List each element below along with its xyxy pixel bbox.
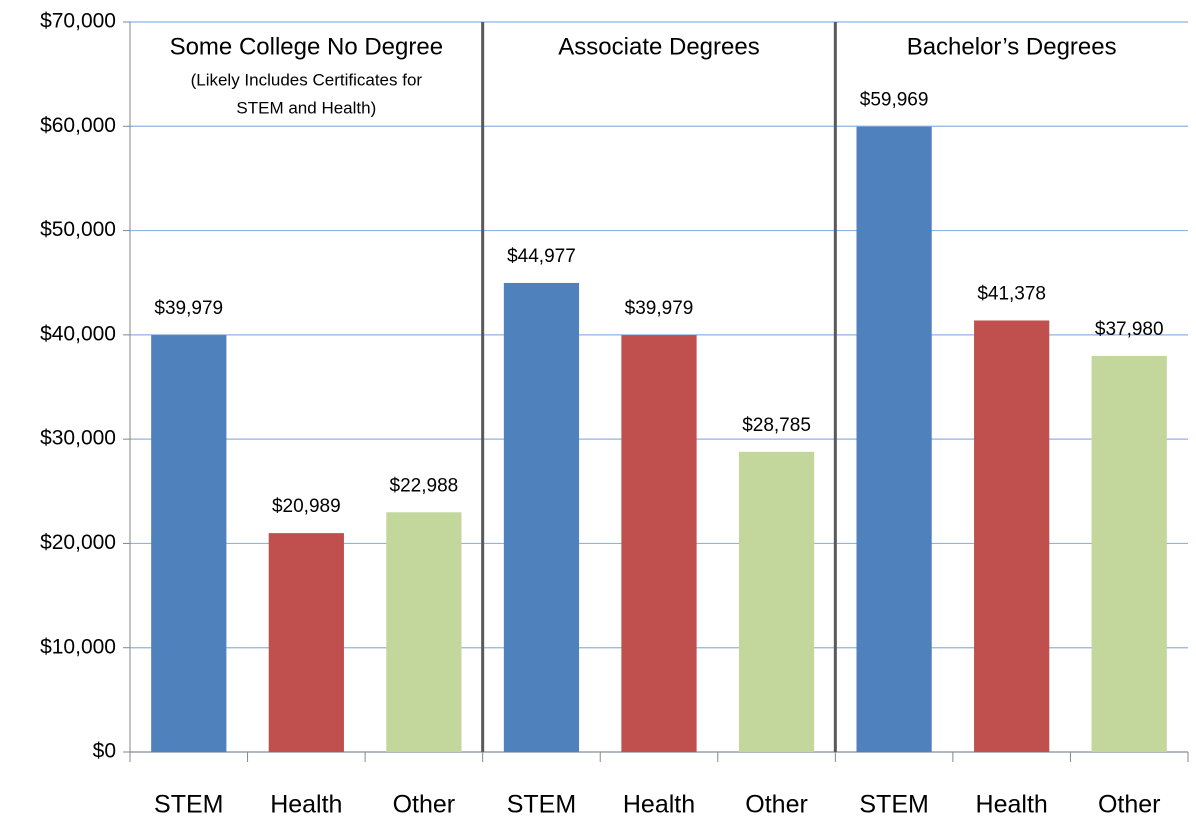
x-tick-label: Other: [1098, 791, 1161, 819]
y-tick-label: $60,000: [40, 114, 116, 137]
x-tick-label: STEM: [859, 791, 928, 819]
bar: [268, 533, 344, 752]
group-subtitle: (Likely Includes Certificates for: [191, 70, 423, 89]
value-label: $39,979: [625, 298, 694, 319]
bar: [974, 320, 1050, 752]
bar: [856, 126, 932, 752]
bar: [738, 451, 815, 752]
value-label: $28,785: [742, 415, 811, 436]
y-tick-label: $40,000: [40, 322, 116, 345]
x-tick-label: Health: [270, 791, 342, 819]
x-tick-label: Health: [976, 791, 1048, 819]
x-tick-label: Other: [745, 791, 808, 819]
bar: [1091, 355, 1167, 752]
bar: [386, 512, 462, 752]
value-label: $37,980: [1095, 319, 1164, 340]
value-label: $39,979: [154, 298, 223, 319]
bar: [503, 282, 580, 752]
value-label: $20,989: [272, 496, 341, 517]
y-tick-label: $50,000: [40, 218, 116, 241]
y-tick-label: $30,000: [40, 427, 116, 450]
value-label: $59,969: [860, 90, 929, 111]
bar: [151, 335, 227, 752]
group-title: Some College No Degree: [170, 33, 443, 60]
x-tick-label: STEM: [154, 791, 223, 819]
value-label: $41,378: [977, 284, 1046, 305]
group-title: Bachelor’s Degrees: [907, 33, 1117, 60]
y-tick-label: $20,000: [40, 531, 116, 554]
bar: [621, 335, 697, 752]
group-subtitle: STEM and Health): [236, 98, 376, 117]
value-label: $22,988: [390, 475, 459, 496]
x-tick-label: STEM: [507, 791, 576, 819]
value-label: $44,977: [507, 246, 576, 267]
y-tick-label: $10,000: [40, 635, 116, 658]
x-tick-label: Health: [623, 791, 695, 819]
y-tick-label: $0: [93, 740, 116, 763]
y-tick-label: $70,000: [40, 10, 116, 33]
group-title: Associate Degrees: [558, 33, 759, 60]
x-tick-label: Other: [393, 791, 456, 819]
